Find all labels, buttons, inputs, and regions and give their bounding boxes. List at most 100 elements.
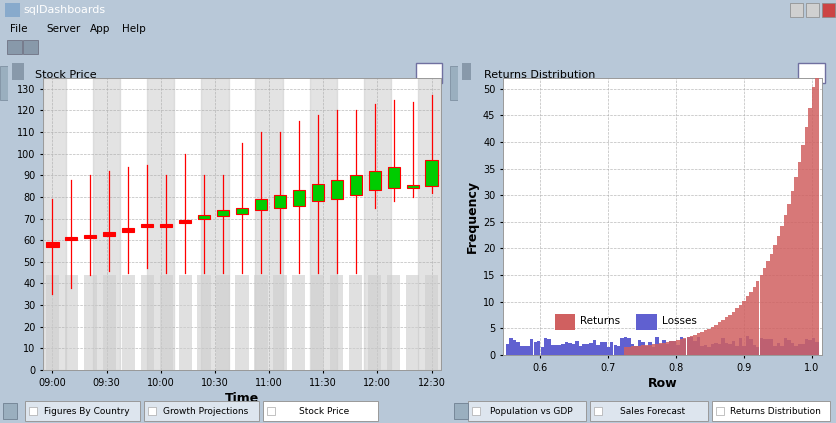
Bar — [179, 275, 191, 370]
Text: Growth Projections: Growth Projections — [163, 407, 248, 415]
Bar — [694, 335, 697, 355]
Bar — [725, 318, 728, 355]
Bar — [254, 275, 268, 370]
Bar — [815, 342, 818, 355]
Bar — [451, 66, 457, 100]
Bar — [198, 215, 210, 219]
Bar — [645, 346, 648, 355]
Bar — [256, 78, 283, 370]
Bar — [680, 339, 683, 355]
Bar — [425, 275, 438, 370]
Bar — [312, 184, 324, 201]
Bar — [735, 308, 739, 355]
Bar — [147, 78, 175, 370]
Bar — [686, 337, 690, 355]
Bar — [659, 343, 662, 355]
Bar — [777, 343, 780, 355]
Bar — [65, 237, 78, 240]
Bar — [516, 342, 520, 355]
Bar — [739, 338, 742, 355]
Bar — [179, 220, 191, 223]
Bar — [732, 341, 735, 355]
Bar — [607, 346, 610, 355]
Text: Help: Help — [122, 24, 145, 34]
Bar — [610, 341, 614, 355]
Bar — [805, 339, 808, 355]
Bar — [714, 343, 718, 355]
Bar — [551, 345, 554, 355]
Bar — [331, 180, 343, 199]
Bar — [148, 407, 156, 415]
Bar — [594, 407, 602, 415]
Bar — [742, 346, 746, 355]
Bar — [197, 275, 211, 370]
Bar — [418, 78, 441, 370]
Bar — [0, 66, 8, 100]
Bar — [141, 224, 153, 227]
Bar — [749, 339, 752, 355]
Bar — [665, 344, 669, 355]
Bar — [812, 338, 815, 355]
Bar — [590, 401, 708, 421]
Bar — [628, 347, 631, 355]
Bar — [274, 195, 286, 208]
Bar — [7, 40, 22, 54]
Bar — [815, 64, 818, 355]
Bar — [293, 275, 305, 370]
Bar — [3, 403, 17, 419]
Bar — [728, 344, 732, 355]
Bar — [255, 199, 267, 210]
Bar — [760, 338, 763, 355]
Bar — [716, 407, 724, 415]
Bar — [770, 339, 773, 355]
Bar — [631, 346, 635, 355]
Bar — [641, 342, 645, 355]
Bar — [662, 340, 665, 355]
Bar — [554, 345, 558, 355]
Bar — [686, 337, 690, 355]
Bar — [655, 337, 659, 355]
Bar — [161, 224, 172, 227]
Bar — [160, 275, 173, 370]
Bar — [122, 228, 135, 231]
Bar — [669, 341, 672, 355]
Bar — [694, 341, 697, 355]
Bar — [645, 345, 648, 355]
Bar — [801, 343, 805, 355]
Text: Losses: Losses — [662, 316, 696, 327]
Bar — [575, 341, 579, 355]
Bar — [624, 347, 627, 355]
Bar — [798, 344, 801, 355]
Bar — [614, 346, 617, 355]
Bar — [673, 341, 676, 355]
Bar — [659, 344, 662, 355]
Text: Figures By Country: Figures By Country — [43, 407, 130, 415]
Bar — [603, 342, 606, 355]
Bar — [122, 275, 135, 370]
Bar — [704, 330, 707, 355]
Bar — [777, 236, 780, 355]
Bar — [798, 162, 801, 355]
Bar — [406, 185, 419, 188]
Bar — [752, 345, 756, 355]
Text: Stock Price: Stock Price — [34, 70, 96, 80]
Bar — [638, 346, 641, 355]
Bar — [520, 346, 523, 355]
Bar — [711, 343, 714, 355]
Bar — [23, 40, 38, 54]
Bar — [65, 275, 78, 370]
Bar — [84, 275, 97, 370]
Bar — [673, 341, 676, 355]
Bar — [596, 345, 599, 355]
Bar — [311, 275, 324, 370]
X-axis label: Row: Row — [648, 377, 677, 390]
Bar — [756, 347, 759, 355]
Bar — [697, 333, 701, 355]
Y-axis label: Frequency: Frequency — [466, 180, 479, 253]
Bar — [728, 315, 732, 355]
Bar — [406, 275, 419, 370]
Bar — [84, 235, 96, 238]
Bar — [364, 78, 391, 370]
Bar — [718, 322, 721, 355]
Bar — [527, 346, 530, 355]
